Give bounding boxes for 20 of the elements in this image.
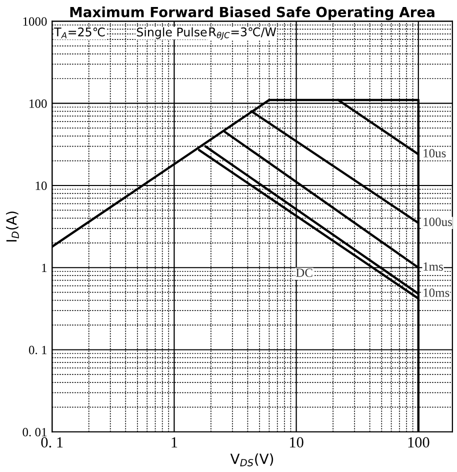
annotation: DC <box>296 268 312 277</box>
annotation: T$_{A}$=25℃ <box>54 28 105 38</box>
annotation: R$_{θJC}$=3℃/W <box>209 27 276 40</box>
y-tick-label: 100 <box>30 99 47 108</box>
y-tick-label: 0. 01 <box>22 428 46 436</box>
chart-title: Maximum Forward Biased Safe Operating Area <box>70 6 434 20</box>
x-tick-label: 100 <box>408 437 430 448</box>
y-tick-label: 0. 1 <box>28 346 46 354</box>
annotation: 10ms <box>424 288 450 297</box>
y-axis-title: I$_{D}$(A) <box>6 212 19 242</box>
y-tick-label: 1 <box>42 264 46 272</box>
x-axis-title: V$_{DS}$(V) <box>230 453 274 466</box>
y-tick-label: 1000 <box>23 17 47 26</box>
x-tick-label: 1 <box>172 437 178 448</box>
annotation: 10us <box>424 148 446 158</box>
y-tick-label: 10 <box>36 182 47 190</box>
annotation: 100us <box>424 218 452 226</box>
x-tick-label: 10 <box>290 437 304 448</box>
annotation: Single Pulse <box>136 27 207 39</box>
annotation: 1ms <box>424 262 443 271</box>
